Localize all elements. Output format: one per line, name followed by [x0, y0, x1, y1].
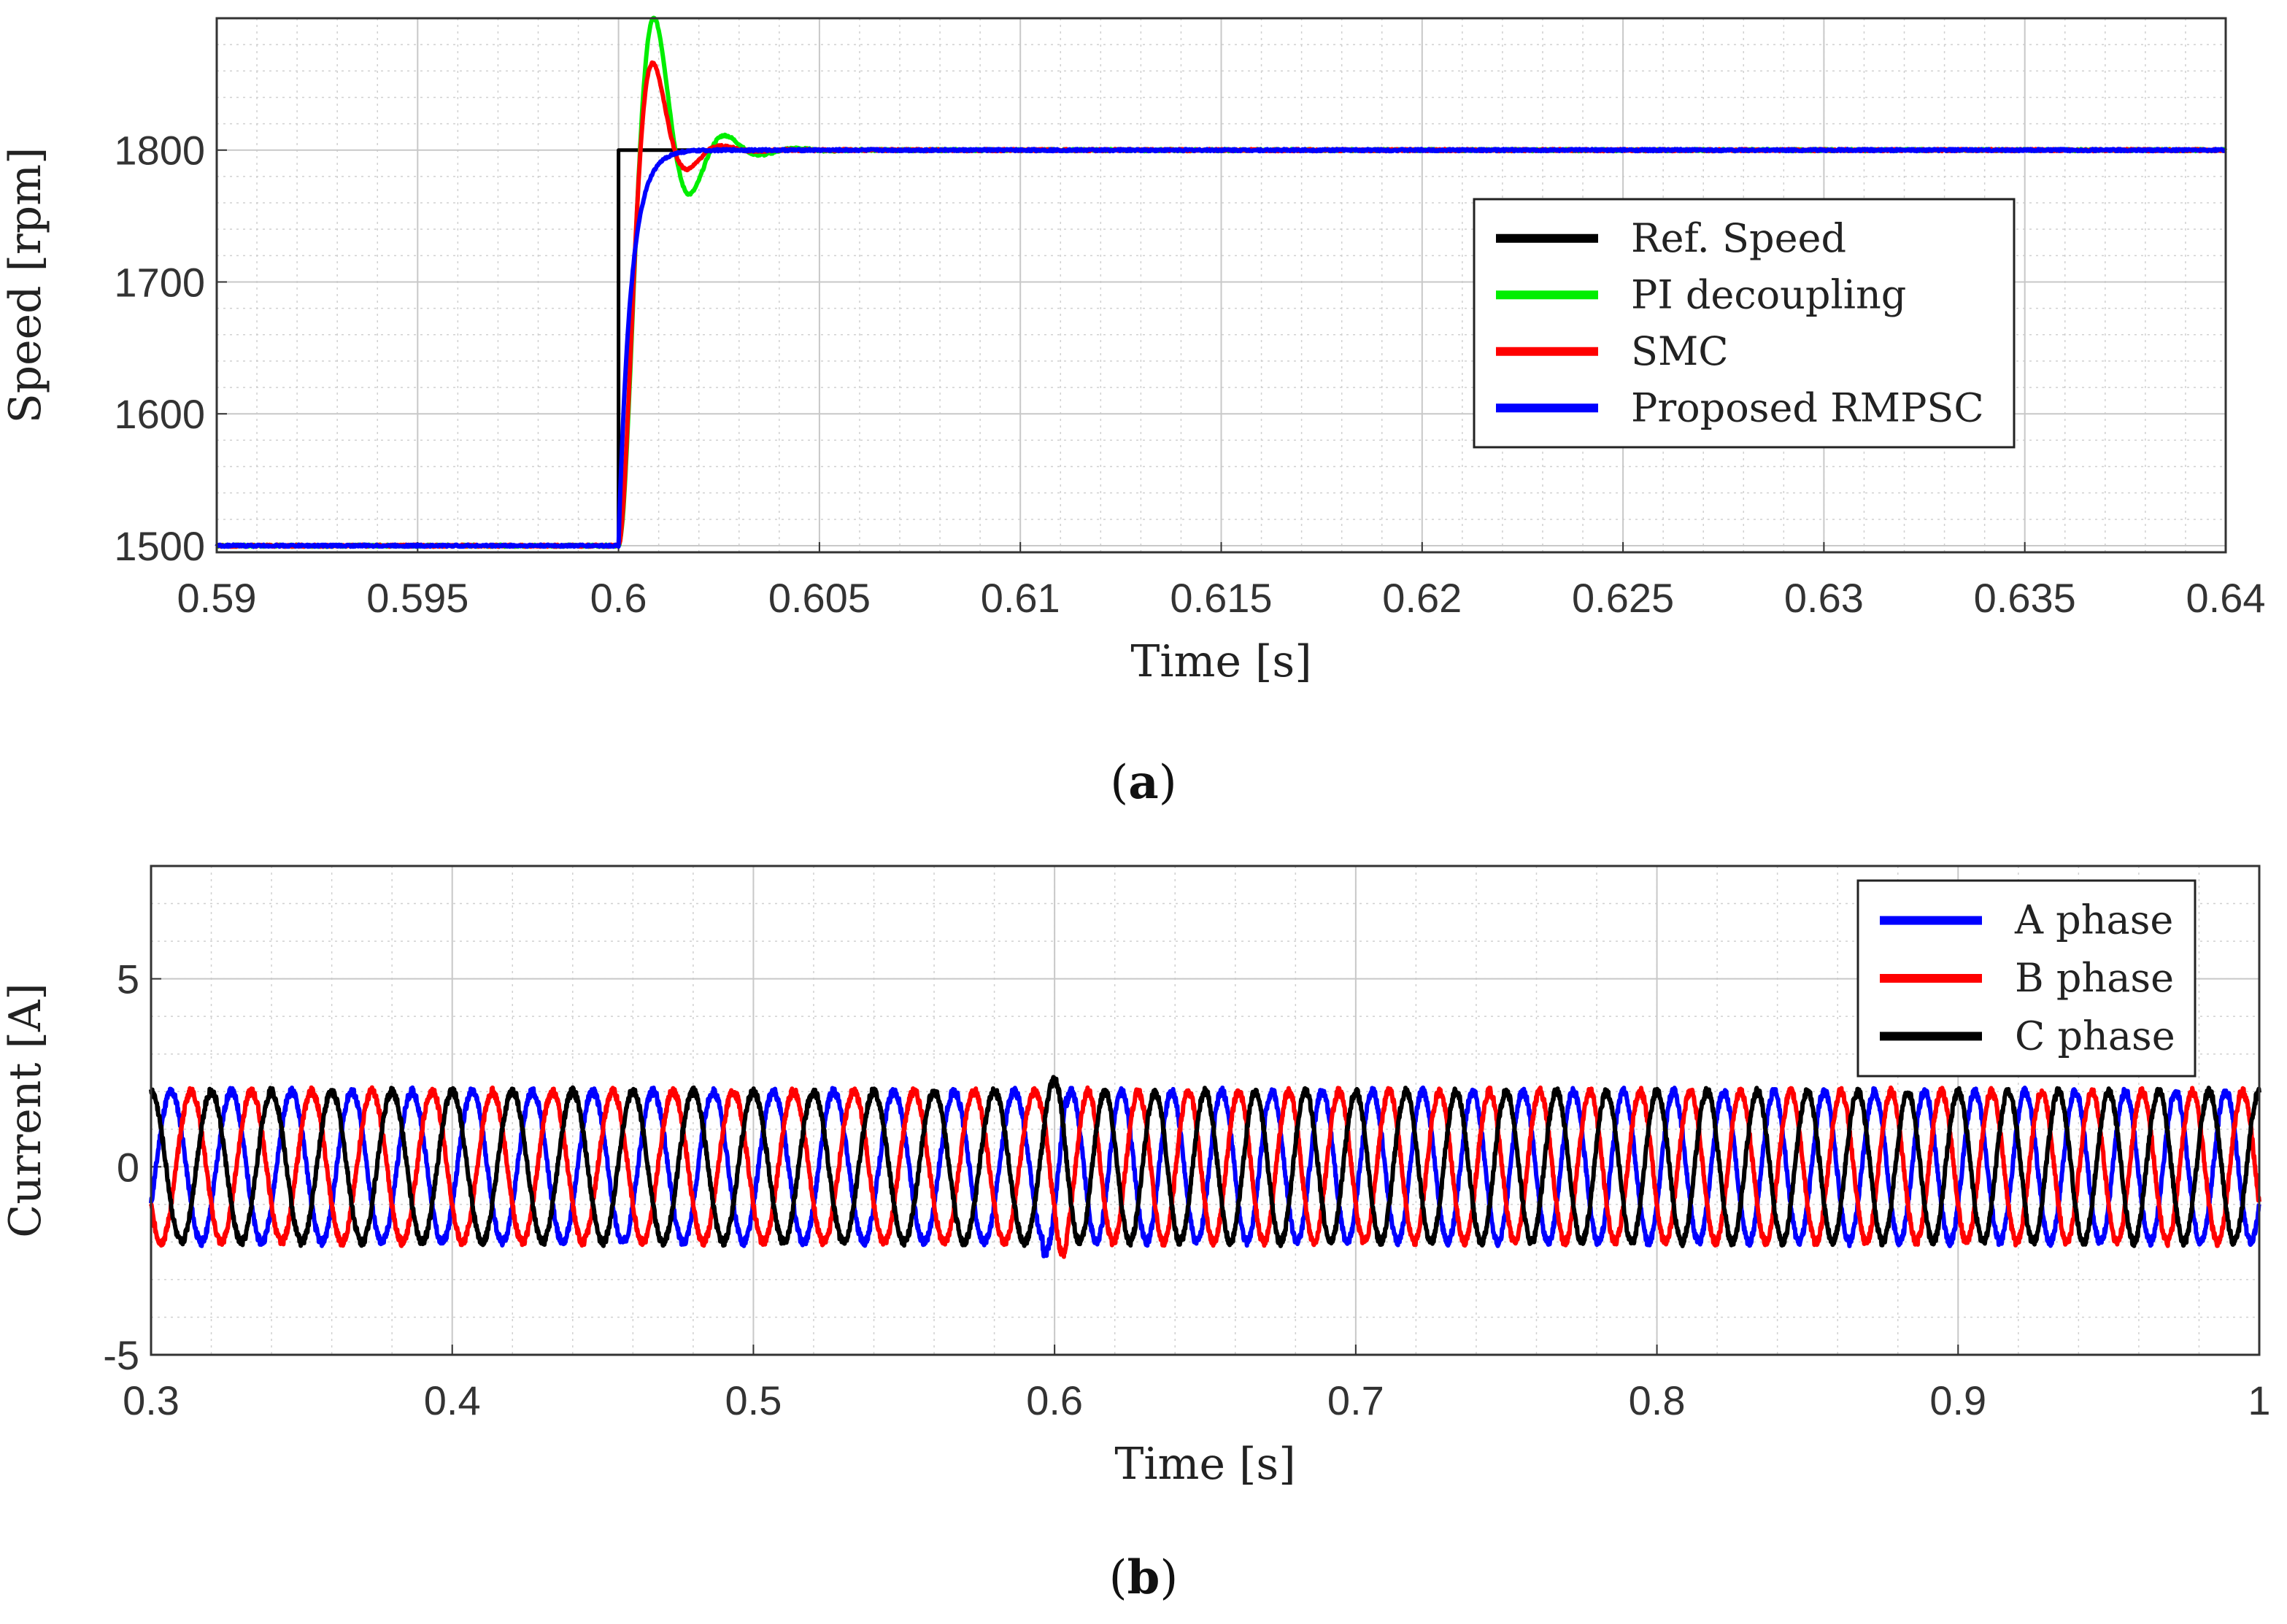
x-tick-label: 0.605 — [768, 575, 871, 621]
x-ticks-b: 0.3 0.4 0.5 0.6 0.7 0.8 0.9 1 — [123, 1345, 2271, 1423]
plot-frame-a — [215, 17, 2227, 554]
x-axis-label-b: Time [s] — [1114, 1439, 1295, 1490]
x-tick-label: 0.9 — [1929, 1377, 1986, 1423]
x-tick-label: 0.61 — [981, 575, 1060, 621]
x-tick-label: 0.5 — [725, 1377, 782, 1423]
caption-letter-a: a — [1128, 755, 1159, 810]
y-tick-label: 1600 — [114, 391, 205, 437]
y-tick-label: -5 — [103, 1332, 139, 1378]
series-line-c-phase — [149, 1075, 2261, 1248]
x-tick-label: 0.4 — [424, 1377, 481, 1423]
caption-a: (a) — [1110, 755, 1177, 810]
x-tick-label: 0.6 — [1026, 1377, 1083, 1423]
x-tick-label: 0.615 — [1170, 575, 1272, 621]
series-lines-a — [215, 15, 2228, 549]
x-tick-label: 0.635 — [1974, 575, 2076, 621]
series-lines-b — [149, 1075, 2261, 1259]
x-tick-label: 0.6 — [590, 575, 647, 621]
legend-label: SMC — [1631, 328, 1729, 374]
x-tick-label: 0.625 — [1572, 575, 1674, 621]
caption-letter-b: b — [1127, 1550, 1160, 1605]
x-tick-label: 1 — [2248, 1377, 2270, 1423]
x-tick-label: 0.63 — [1784, 575, 1864, 621]
y-ticks-b: -5 0 5 — [103, 956, 161, 1378]
legend-label: Ref. Speed — [1631, 215, 1846, 261]
x-tick-label: 0.59 — [177, 575, 257, 621]
x-tick-label: 0.3 — [123, 1377, 180, 1423]
legend-label: A phase — [2014, 897, 2173, 943]
x-tick-label: 0.62 — [1382, 575, 1462, 621]
caption-b: (b) — [1108, 1550, 1179, 1605]
legend-label: PI decoupling — [1631, 271, 1906, 317]
y-tick-label: 1700 — [114, 259, 205, 305]
legend-a: Ref. Speed PI decoupling SMC Proposed RMPSC — [1473, 198, 2016, 449]
x-tick-label: 0.595 — [366, 575, 468, 621]
legend-label: B phase — [2015, 955, 2174, 1001]
x-ticks-a: 0.59 0.595 0.6 0.605 0.61 0.615 0.62 0.625 0.63 0… — [177, 542, 2266, 621]
y-tick-label: 0 — [117, 1144, 139, 1190]
chart-panel-a: 0.59 0.595 0.6 0.605 0.61 0.615 0.62 0.625 0.63 0… — [0, 15, 2266, 687]
legend-label: C phase — [2015, 1013, 2175, 1059]
plot-frame-b — [150, 865, 2261, 1356]
y-axis-label-a: Speed [rpm] — [0, 147, 51, 424]
y-tick-label: 5 — [117, 956, 139, 1002]
y-ticks-a: 1500 1600 1700 1800 — [114, 128, 227, 569]
x-tick-label: 0.64 — [2186, 575, 2266, 621]
y-tick-label: 1500 — [114, 523, 205, 569]
chart-panel-b: 0.3 0.4 0.5 0.6 0.7 0.8 0.9 1 -5 0 5 Time [s] Cur… — [0, 865, 2271, 1490]
legend-b: A phase B phase C phase — [1856, 879, 2197, 1078]
x-tick-label: 0.7 — [1327, 1377, 1384, 1423]
x-axis-label-a: Time [s] — [1130, 636, 1311, 687]
series-line-proposed-rmpsc — [215, 147, 2227, 549]
y-tick-label: 1800 — [114, 128, 205, 174]
y-axis-label-b: Current [A] — [0, 983, 51, 1237]
x-tick-label: 0.8 — [1629, 1377, 1686, 1423]
legend-label: Proposed RMPSC — [1631, 384, 1984, 430]
